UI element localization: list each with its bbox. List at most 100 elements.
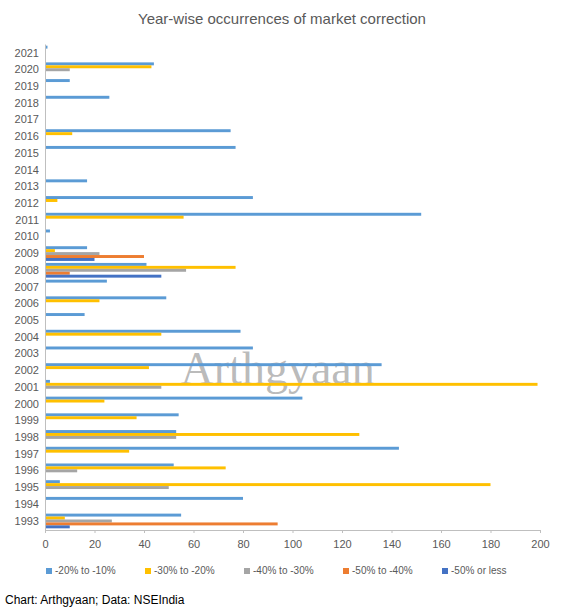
y-tick: 2009 (15, 247, 45, 259)
x-tick-mark (491, 530, 492, 533)
bar (45, 313, 85, 316)
bar (45, 196, 253, 199)
y-tick-label: 2016 (15, 130, 39, 142)
bar (45, 525, 70, 528)
x-tick: 180 (482, 530, 500, 550)
bar (45, 213, 421, 216)
bar (45, 483, 491, 486)
y-tick: 1997 (15, 448, 45, 460)
bar (45, 447, 399, 450)
legend-label: -30% to -20% (154, 565, 215, 576)
y-tick: 2020 (15, 63, 45, 75)
legend-item: -50% or less (442, 565, 507, 576)
bar (45, 272, 70, 275)
y-tick-label: 2006 (15, 297, 39, 309)
bar (45, 413, 179, 416)
plot: Arthgyaan0204060801001201401601802001993… (15, 45, 550, 551)
title: Year-wise occurrences of market correcti… (138, 10, 426, 27)
legend-label: -50% or less (451, 565, 507, 576)
y-tick-label: 2001 (15, 381, 39, 393)
y-tick: 2013 (15, 180, 45, 192)
bar (45, 129, 231, 132)
bar (45, 263, 146, 266)
legend-swatch (244, 568, 250, 574)
y-tick-label: 2004 (15, 331, 39, 343)
y-tick: 1998 (15, 431, 45, 443)
x-tick: 200 (531, 530, 549, 550)
y-tick-label: 2007 (15, 281, 39, 293)
y-tick: 1999 (15, 414, 45, 426)
y-tick-label: 2011 (15, 214, 39, 226)
bar (45, 96, 109, 99)
bar (45, 517, 65, 520)
y-tick-label: 2009 (15, 247, 39, 259)
bar (45, 436, 176, 439)
legend: -20% to -10%-30% to -20%-40% to -30%-50%… (46, 565, 507, 576)
y-tick: 1993 (15, 514, 45, 526)
y-tick: 2003 (15, 347, 45, 359)
x-tick: 20 (89, 530, 101, 550)
y-tick-label: 1996 (15, 464, 39, 476)
bar (45, 469, 77, 472)
y-tick-label: 2003 (15, 347, 39, 359)
x-tick-mark (194, 530, 195, 533)
x-tick-mark (540, 530, 541, 533)
x-tick: 140 (383, 530, 401, 550)
x-tick-mark (293, 530, 294, 533)
y-tick: 1995 (15, 481, 45, 493)
y-tick-label: 2021 (15, 47, 39, 59)
bar (45, 386, 161, 389)
y-tick-label: 2013 (15, 180, 39, 192)
legend-swatch (46, 568, 52, 574)
legend-item: -30% to -20% (145, 565, 215, 576)
x-tick-mark (392, 530, 393, 533)
legend-item: -50% to -40% (343, 565, 413, 576)
bar (45, 333, 161, 336)
y-axis-line (45, 45, 46, 531)
x-tick-mark (144, 530, 145, 533)
bar (45, 400, 104, 403)
y-tick-label: 2020 (15, 63, 39, 75)
y-tick: 2007 (15, 281, 45, 293)
x-tick-mark (95, 530, 96, 533)
chart: Year-wise occurrences of market correcti… (0, 0, 564, 616)
x-tick-mark (441, 530, 442, 533)
y-tick-label: 1997 (15, 448, 39, 460)
x-tick-label: 40 (138, 538, 150, 550)
y-tick-label: 2014 (15, 164, 39, 176)
y-tick: 2015 (15, 147, 45, 159)
y-tick-label: 2018 (15, 97, 39, 109)
series (45, 46, 421, 517)
x-tick-label: 140 (383, 538, 401, 550)
y-tick-label: 2000 (15, 398, 39, 410)
bar (45, 466, 226, 469)
bar (45, 255, 144, 258)
y-tick: 2021 (15, 47, 45, 59)
y-tick: 2017 (15, 113, 45, 125)
series (45, 258, 161, 528)
bar (45, 246, 87, 249)
bar (45, 280, 107, 283)
y-tick: 2019 (15, 80, 45, 92)
bar (45, 330, 241, 333)
x-tick: 0 (42, 530, 48, 550)
bar (45, 68, 70, 71)
x-tick-mark (342, 530, 343, 533)
y-tick: 2016 (15, 130, 45, 142)
x-axis-line (46, 531, 541, 534)
x-tick: 160 (432, 530, 450, 550)
x-axis: 020406080100120140160180200 (42, 530, 549, 550)
bar (45, 514, 181, 517)
y-tick-label: 2012 (15, 197, 39, 209)
y-tick-label: 1999 (15, 414, 39, 426)
x-tick-label: 80 (237, 538, 249, 550)
y-tick-label: 1995 (15, 481, 39, 493)
legend-swatch (343, 568, 349, 574)
y-tick: 2001 (15, 381, 45, 393)
bar (45, 266, 236, 269)
x-tick-label: 20 (89, 538, 101, 550)
background (0, 0, 564, 616)
bar (45, 383, 538, 386)
bar (45, 269, 186, 272)
legend-swatch (442, 568, 448, 574)
